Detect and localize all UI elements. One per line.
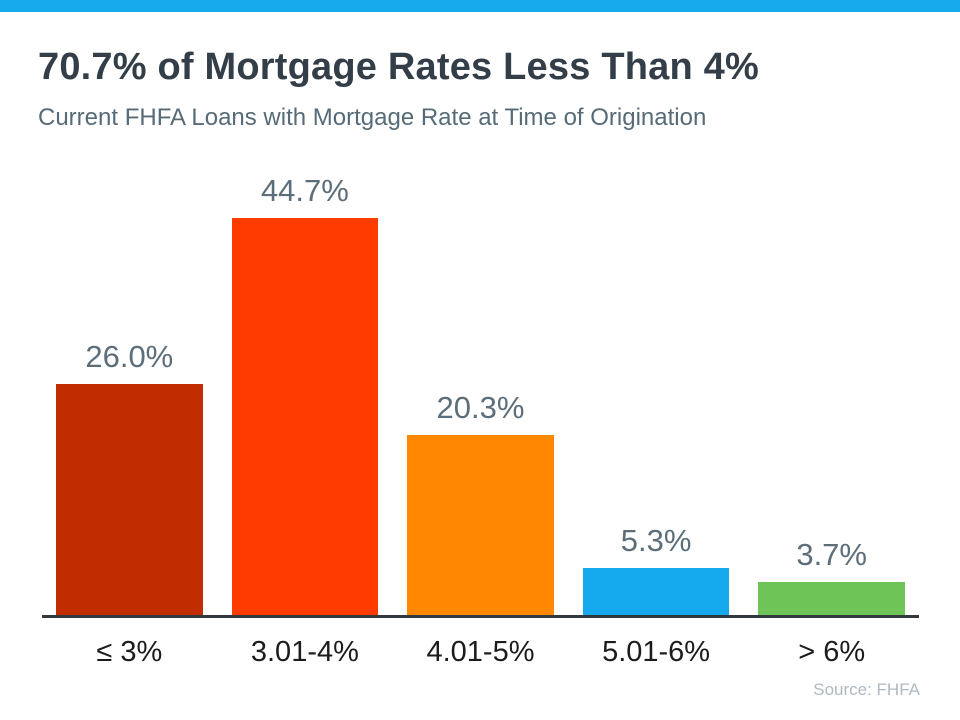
bar-chart: 26.0% 44.7% 20.3% 5.3% 3.7% (42, 173, 919, 618)
bar-column: 5.3% (582, 523, 730, 615)
x-axis-label: ≤ 3% (96, 636, 163, 668)
bar-column: 44.7% (231, 173, 379, 615)
x-axis-label: 4.01-5% (426, 636, 535, 668)
x-axis-label: > 6% (798, 636, 866, 668)
bar (56, 384, 203, 615)
source-credit: Source: FHFA (813, 680, 920, 699)
accent-bar (0, 0, 960, 12)
bar-value-label: 5.3% (620, 523, 692, 558)
page-title: 70.7% of Mortgage Rates Less Than 4% (38, 46, 759, 88)
bar-column: 3.7% (758, 537, 905, 615)
bar-value-label: 26.0% (85, 339, 174, 374)
x-axis-label: 5.01-6% (602, 636, 711, 668)
x-axis-labels: ≤ 3% 3.01-4% 4.01-5% 5.01-6% > 6% (42, 636, 919, 669)
bar-value-label: 44.7% (260, 173, 349, 208)
bar-column: 26.0% (56, 339, 203, 615)
page-subtitle: Current FHFA Loans with Mortgage Rate at… (38, 104, 707, 131)
x-axis-label: 3.01-4% (250, 636, 359, 668)
bar-column: 20.3% (407, 390, 554, 615)
bar-value-label: 20.3% (436, 390, 525, 425)
chart-plot-area: 26.0% 44.7% 20.3% 5.3% 3.7% (42, 173, 919, 618)
bar (231, 218, 379, 615)
bar (758, 582, 905, 615)
bar-value-label: 3.7% (796, 537, 867, 572)
bar (407, 435, 554, 615)
bar (582, 568, 730, 615)
